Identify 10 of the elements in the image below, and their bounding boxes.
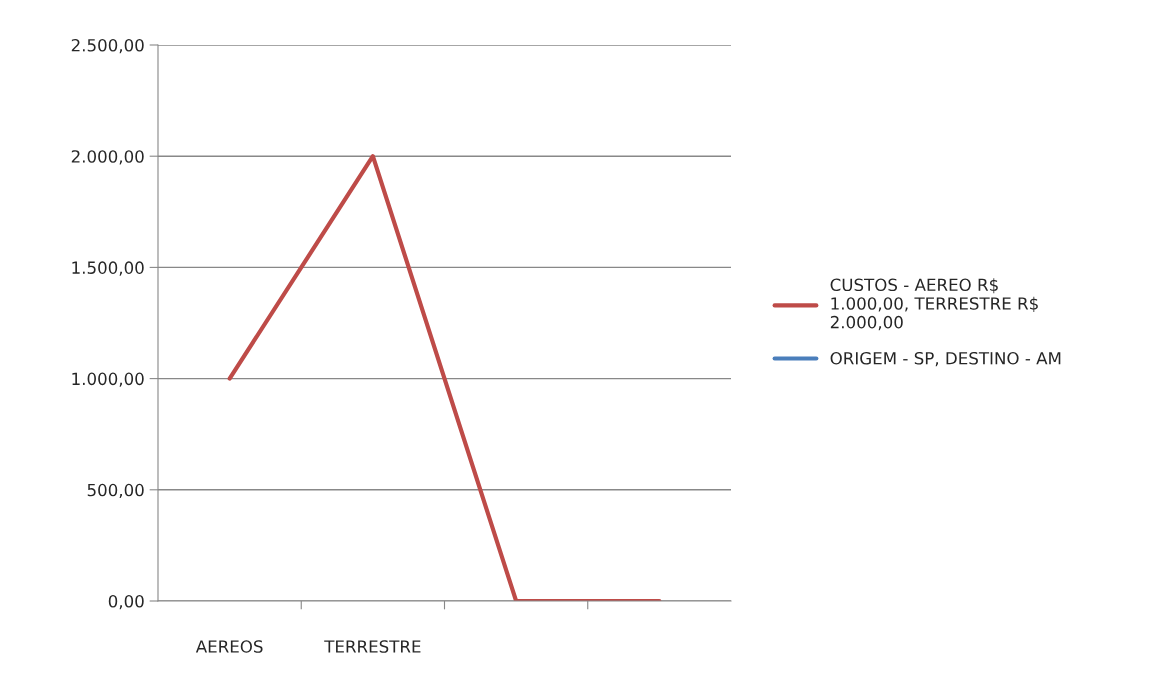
y-tick-label: 2.500,00 [71,38,144,54]
legend-label: CUSTOS - AEREO R$ 1.000,00, TERRESTRE R$ 2.000,00 [830,278,1038,331]
y-tick-label: 0,00 [108,594,144,610]
x-tick-label: AEREOS [195,640,263,653]
y-tick-label: 2.000,00 [71,150,144,165]
y-tick-label: 1.000,00 [72,372,144,387]
legend-label: ORIGEM - SP, DESTINO - AM [830,351,1061,367]
y-tick-label: 1.500,00 [72,261,144,276]
y-tick-label: 500,00 [87,483,144,499]
x-tick-label: TERRESTRE [324,640,421,653]
